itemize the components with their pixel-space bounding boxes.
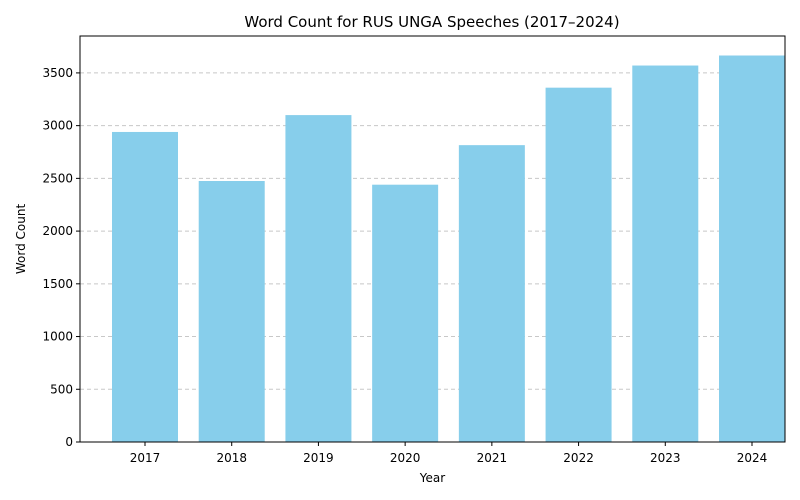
y-axis-label: Word Count [14,204,28,275]
x-tick-label: 2018 [216,451,247,465]
bar-2019 [285,115,352,442]
y-tick-label: 3000 [42,119,73,133]
bar-2017 [112,131,178,443]
x-tick-label: 2019 [303,451,334,465]
x-tick-label: 2021 [477,451,508,465]
x-tick-label: 2017 [130,451,161,465]
y-tick-label: 0 [65,435,73,449]
y-tick-label: 1000 [42,330,73,344]
plot-frame [79,35,786,443]
bar-2018 [198,181,265,442]
bar-2020 [372,184,439,442]
y-axis: 0 500 1000 1500 2000 2500 3000 3500 [42,66,80,449]
bar-2023 [632,65,699,442]
x-tick-label: 2020 [390,451,421,465]
y-tick-label: 3500 [42,66,73,80]
y-tick-label: 2000 [42,224,73,238]
chart-title: Word Count for RUS UNGA Speeches (2017–2… [244,13,619,31]
y-tick-label: 2500 [42,171,73,185]
bar-2024 [719,55,785,442]
x-axis-label: Year [419,471,445,485]
bar-2022 [545,87,612,442]
x-tick-label: 2022 [563,451,594,465]
bar-2021 [458,145,525,443]
x-tick-label: 2023 [650,451,681,465]
y-tick-label: 1500 [42,277,73,291]
x-tick-label: 2024 [737,451,768,465]
bars-layer [112,55,785,443]
y-tick-label: 500 [50,382,73,396]
x-axis: 2017 2018 2019 2020 2021 2022 2023 2024 [130,442,768,465]
